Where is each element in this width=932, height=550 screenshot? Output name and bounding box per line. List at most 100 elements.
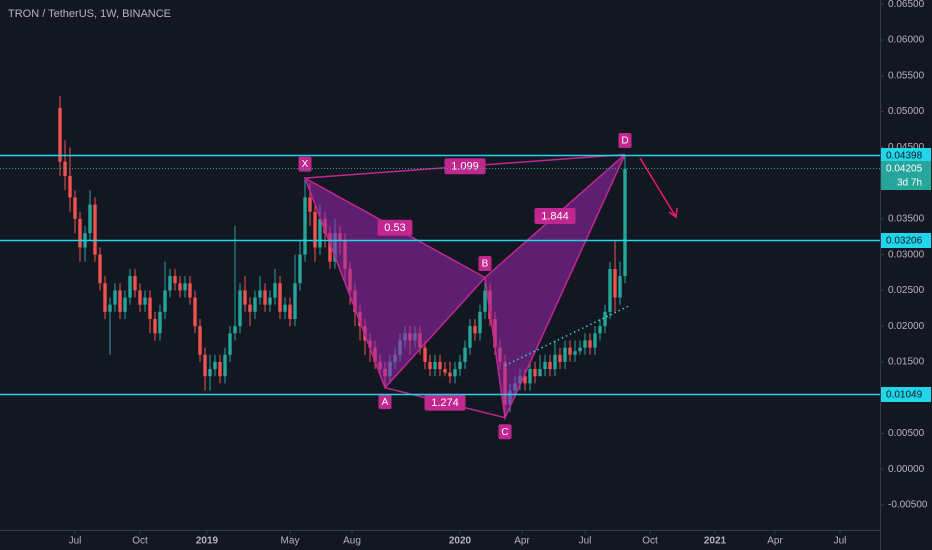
candle-body bbox=[573, 351, 577, 355]
candle-body bbox=[173, 276, 177, 284]
candle-body bbox=[238, 290, 242, 327]
candle-body bbox=[523, 376, 527, 384]
y-tick-label: 0.05000 bbox=[888, 106, 925, 117]
point-label: B bbox=[482, 259, 489, 270]
y-tick-label: 0.06500 bbox=[888, 0, 925, 10]
candle-body bbox=[98, 254, 102, 284]
candle-body bbox=[113, 290, 117, 305]
candle-body bbox=[453, 369, 457, 377]
point-box bbox=[298, 156, 312, 172]
candle-body bbox=[608, 268, 612, 312]
candle-body bbox=[423, 347, 427, 362]
candle-body bbox=[443, 369, 447, 373]
candle-body bbox=[258, 290, 262, 298]
candle-body bbox=[603, 311, 607, 327]
y-tick-label: 0.05500 bbox=[888, 70, 925, 81]
candle-body bbox=[253, 297, 257, 312]
ratio-label: 0.53 bbox=[384, 222, 405, 234]
candle-body bbox=[203, 354, 207, 377]
y-tick-label: 0.04500 bbox=[888, 142, 925, 153]
y-tick-label: 0.02000 bbox=[888, 321, 925, 332]
candle-body bbox=[163, 290, 167, 312]
candle-body bbox=[308, 197, 312, 212]
candle-body bbox=[578, 347, 582, 352]
candle-body bbox=[618, 276, 622, 298]
candle-body bbox=[68, 175, 72, 198]
candle-body bbox=[528, 369, 532, 384]
candle-body bbox=[128, 276, 132, 298]
candle-body bbox=[478, 311, 482, 334]
x-tick-label: 2019 bbox=[196, 536, 219, 547]
candle-body bbox=[243, 290, 247, 305]
candle-body bbox=[73, 197, 77, 219]
candle-body bbox=[538, 369, 542, 377]
y-tick-label: 0.01500 bbox=[888, 357, 925, 368]
candle-body bbox=[218, 361, 222, 377]
candle-body bbox=[288, 304, 292, 320]
ratio-box bbox=[424, 394, 466, 411]
candle-body bbox=[188, 283, 192, 298]
ratio-label: 1.274 bbox=[431, 397, 459, 409]
candle-body bbox=[298, 254, 302, 284]
x-tick-label: Apr bbox=[767, 536, 783, 547]
candle-body bbox=[178, 283, 182, 291]
level-label: 0.01049 bbox=[886, 390, 923, 401]
candle-body bbox=[248, 304, 252, 312]
candle-body bbox=[268, 297, 272, 305]
candle-body bbox=[293, 283, 297, 320]
candle-body bbox=[88, 204, 92, 234]
candle-body bbox=[473, 326, 477, 334]
candle-body bbox=[103, 283, 107, 312]
candle-body bbox=[58, 108, 62, 162]
candle-body bbox=[433, 361, 437, 370]
candle-body bbox=[143, 297, 147, 305]
candle-body bbox=[233, 326, 237, 334]
candle-body bbox=[148, 297, 152, 320]
candle-body bbox=[193, 297, 197, 327]
candle-body bbox=[448, 372, 452, 377]
y-tick-label: 0.03000 bbox=[888, 249, 925, 260]
level-tag bbox=[881, 233, 931, 248]
candle-body bbox=[78, 218, 82, 248]
trendline bbox=[504, 304, 631, 367]
point-box bbox=[618, 132, 632, 148]
candle-body bbox=[153, 319, 157, 334]
candle-body bbox=[273, 283, 277, 298]
candle-body bbox=[158, 311, 162, 334]
candle-body bbox=[588, 340, 592, 348]
point-label: C bbox=[501, 427, 508, 438]
ratio-box bbox=[534, 208, 576, 225]
countdown: 3d 7h bbox=[897, 178, 922, 189]
ratio-label: 1.099 bbox=[451, 161, 479, 173]
x-tick-label: Jul bbox=[834, 536, 847, 547]
candle-body bbox=[593, 333, 597, 348]
level-label: 0.03206 bbox=[886, 236, 923, 247]
candle-body bbox=[63, 161, 67, 176]
candle-body bbox=[278, 283, 282, 312]
point-label: X bbox=[302, 159, 309, 170]
ratio-label: 1.844 bbox=[541, 210, 569, 222]
candle-body bbox=[563, 347, 567, 362]
candle-body bbox=[223, 354, 227, 377]
candle-body bbox=[303, 197, 307, 255]
level-tag bbox=[881, 387, 931, 402]
candle-body bbox=[548, 361, 552, 370]
level-tag bbox=[881, 148, 931, 163]
x-tick-label: 2021 bbox=[704, 536, 727, 547]
candle-body bbox=[118, 290, 122, 312]
ratio-box bbox=[444, 158, 486, 175]
candle-body bbox=[558, 354, 562, 362]
candle-body bbox=[228, 333, 232, 355]
candle-body bbox=[463, 347, 467, 362]
x-tick-label: May bbox=[281, 536, 300, 547]
candle-body bbox=[438, 361, 442, 370]
candle-body bbox=[263, 290, 267, 305]
y-tick-label: 0.03500 bbox=[888, 214, 925, 225]
candle-body bbox=[468, 326, 472, 348]
candle-body bbox=[138, 290, 142, 305]
candle-body bbox=[318, 218, 322, 248]
level-label: 0.04398 bbox=[886, 151, 923, 162]
candle-body bbox=[598, 326, 602, 334]
